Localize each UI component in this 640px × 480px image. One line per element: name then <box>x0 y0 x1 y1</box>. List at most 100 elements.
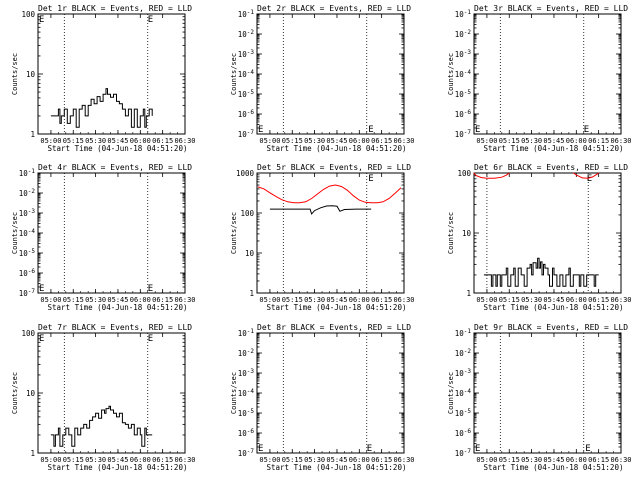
e-marker: E <box>475 125 480 135</box>
y-tick-label: 10-5 <box>455 89 472 99</box>
y-tick-label: 10-3 <box>19 208 36 218</box>
y-tick-label: 100 <box>21 329 35 338</box>
chart-title: Det 5r BLACK = Events, RED = LLD <box>257 163 411 172</box>
x-axis-label: Start Time (04-Jun-18 04:51:20) <box>48 303 188 312</box>
y-tick-label: 10-7 <box>455 448 472 458</box>
x-tick-label: 05:00 <box>259 456 280 464</box>
y-tick-label: 10-3 <box>455 49 472 59</box>
x-tick-label: 05:00 <box>259 296 280 304</box>
y-axis-label: Counts/sec <box>230 212 238 254</box>
x-tick-label: 06:00 <box>130 296 151 304</box>
e-marker: E <box>148 15 153 25</box>
x-tick-label: 05:45 <box>107 456 128 464</box>
y-tick-label: 10-5 <box>238 408 255 418</box>
e-marker: E <box>39 334 44 344</box>
y-tick-label: 10-2 <box>455 29 472 39</box>
y-tick-label: 10-4 <box>455 69 472 79</box>
e-marker: E <box>367 444 372 454</box>
chart-panel-9: Det 9r BLACK = Events, RED = LLD 10-7 10-6… <box>447 323 632 472</box>
e-marker: E <box>258 444 263 454</box>
x-tick-label: 05:15 <box>282 456 303 464</box>
x-tick-label: 06:00 <box>566 456 587 464</box>
x-tick-label: 06:00 <box>130 137 151 145</box>
x-tick-label: 06:30 <box>393 296 414 304</box>
x-tick-label: 05:45 <box>543 296 564 304</box>
x-tick-label: 05:15 <box>499 296 520 304</box>
y-axis-label: Counts/sec <box>230 53 238 95</box>
x-tick-label: 05:30 <box>304 296 325 304</box>
x-tick-label: 05:45 <box>543 137 564 145</box>
chart-panel-4: Det 4r BLACK = Events, RED = LLD 10-7 10-6… <box>11 163 196 312</box>
plot-frame <box>256 332 405 454</box>
x-tick-label: 06:30 <box>610 137 631 145</box>
chart-panel-8: Det 8r BLACK = Events, RED = LLD 10-7 10-6… <box>230 323 415 472</box>
y-tick-label: 10-6 <box>455 109 472 119</box>
y-axis-label: Counts/sec <box>447 372 455 414</box>
y-tick-label: 100 <box>457 169 471 178</box>
x-tick-label: 06:15 <box>588 137 609 145</box>
e-marker: E <box>368 174 373 184</box>
y-tick-label: 10-4 <box>238 69 255 79</box>
x-tick-label: 05:15 <box>63 137 84 145</box>
x-tick-label: 06:30 <box>174 456 195 464</box>
e-marker: E <box>258 125 263 135</box>
chart-panel-6: Det 6r BLACK = Events, RED = LLD 1 10 100 05… <box>447 163 632 312</box>
y-tick-label: 1 <box>30 449 35 458</box>
chart-panel-7: Det 7r BLACK = Events, RED = LLD 1 10 100 05… <box>11 323 196 472</box>
x-axis-label: Start Time (04-Jun-18 04:51:20) <box>484 463 624 472</box>
x-tick-label: 05:00 <box>476 137 497 145</box>
y-tick-label: 10-1 <box>19 168 36 178</box>
y-tick-label: 10-1 <box>455 9 472 19</box>
lld-series-line <box>573 172 599 179</box>
y-tick-label: 10-2 <box>238 348 255 358</box>
y-tick-label: 10-1 <box>238 328 255 338</box>
x-tick-label: 05:30 <box>304 137 325 145</box>
x-tick-label: 06:30 <box>174 137 195 145</box>
x-tick-label: 06:15 <box>371 456 392 464</box>
y-tick-label: 10-4 <box>455 388 472 398</box>
x-tick-label: 05:00 <box>476 456 497 464</box>
chart-panel-5: Det 5r BLACK = Events, RED = LLD 1 10 100 10… <box>230 163 415 312</box>
x-tick-label: 05:15 <box>282 137 303 145</box>
chart-panel-3: Det 3r BLACK = Events, RED = LLD 10-7 10-6… <box>447 4 632 153</box>
x-tick-label: 06:30 <box>393 137 414 145</box>
chart-title: Det 6r BLACK = Events, RED = LLD <box>474 163 628 172</box>
events-series-line <box>269 205 372 215</box>
y-tick-label: 10-6 <box>19 268 36 278</box>
y-tick-label: 10-3 <box>238 368 255 378</box>
y-tick-label: 10-5 <box>19 248 36 258</box>
x-tick-label: 05:30 <box>521 137 542 145</box>
chart-title: Det 1r BLACK = Events, RED = LLD <box>38 4 192 13</box>
y-axis-label: Counts/sec <box>447 53 455 95</box>
x-tick-label: 05:15 <box>499 137 520 145</box>
y-tick-label: 1000 <box>236 169 255 178</box>
x-tick-label: 06:15 <box>152 296 173 304</box>
chart-title: Det 8r BLACK = Events, RED = LLD <box>257 323 411 332</box>
x-tick-label: 06:15 <box>371 137 392 145</box>
y-tick-label: 10-6 <box>455 428 472 438</box>
x-tick-label: 05:15 <box>63 296 84 304</box>
y-tick-label: 1 <box>249 289 254 298</box>
y-tick-label: 10-3 <box>455 368 472 378</box>
y-tick-label: 10-7 <box>238 129 255 139</box>
x-tick-label: 06:15 <box>152 137 173 145</box>
e-marker: E <box>39 15 44 25</box>
plot-frame <box>256 172 405 294</box>
x-tick-label: 05:45 <box>543 456 564 464</box>
x-axis-label: Start Time (04-Jun-18 04:51:20) <box>484 303 624 312</box>
x-tick-label: 06:00 <box>349 296 370 304</box>
x-tick-label: 06:00 <box>349 456 370 464</box>
x-tick-label: 05:30 <box>85 296 106 304</box>
e-marker: E <box>584 125 589 135</box>
x-tick-label: 05:45 <box>326 456 347 464</box>
x-axis-label: Start Time (04-Jun-18 04:51:20) <box>484 144 624 153</box>
y-tick-label: 10 <box>26 70 36 79</box>
x-tick-label: 06:00 <box>566 137 587 145</box>
lld-series-line <box>257 184 402 204</box>
y-tick-label: 10-1 <box>455 328 472 338</box>
plot-frame <box>256 13 405 135</box>
chart-title: Det 2r BLACK = Events, RED = LLD <box>257 4 411 13</box>
x-tick-label: 05:15 <box>499 456 520 464</box>
x-tick-label: 05:00 <box>40 137 61 145</box>
x-tick-label: 05:00 <box>476 296 497 304</box>
